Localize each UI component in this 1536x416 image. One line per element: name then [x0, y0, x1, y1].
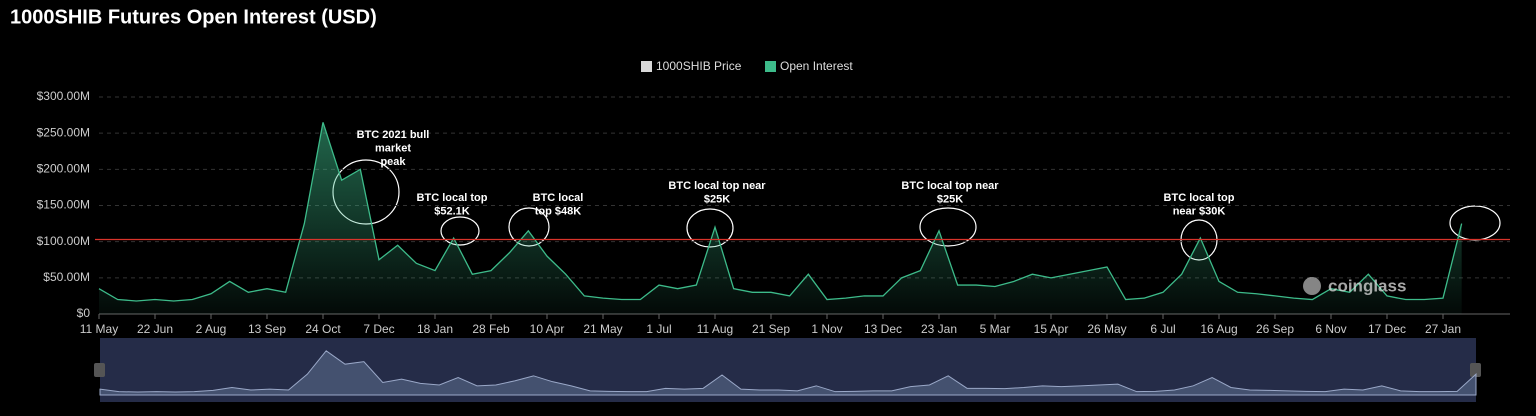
- area-line: [98, 122, 1463, 302]
- annotation-circle: [919, 207, 977, 247]
- y-tick-label: $100.00M: [37, 234, 90, 248]
- x-tick-label: 1 Jul: [646, 322, 671, 336]
- x-tick-label: 11 Aug: [697, 322, 733, 336]
- x-tick-label: 6 Jul: [1150, 322, 1175, 336]
- x-tick-label: 15 Apr: [1034, 322, 1069, 336]
- x-tick-label: 17 Dec: [1368, 322, 1406, 336]
- y-tick-label: $150.00M: [37, 198, 90, 212]
- navigator-handle[interactable]: [1470, 363, 1481, 377]
- annotation: $52.1K: [434, 205, 470, 217]
- annotation: BTC local: [533, 192, 584, 204]
- x-tick-label: 5 Mar: [980, 322, 1011, 336]
- annotation: near $30K: [1173, 205, 1226, 217]
- x-tick-label: 27 Jan: [1425, 322, 1461, 336]
- x-tick-label: 23 Jan: [921, 322, 957, 336]
- annotation: $25K: [704, 193, 730, 205]
- annotation: BTC 2021 bull: [357, 129, 430, 141]
- annotation: $25K: [937, 193, 963, 205]
- annotation: market: [375, 142, 411, 154]
- annotation: BTC local top: [417, 192, 488, 204]
- x-tick-label: 26 May: [1087, 322, 1126, 336]
- x-tick-label: 7 Dec: [363, 322, 394, 336]
- annotation: top $48K: [535, 205, 582, 217]
- annotation: peak: [380, 156, 406, 168]
- x-tick-label: 6 Nov: [1315, 322, 1346, 336]
- annotation-circles: [332, 159, 1501, 261]
- watermark: coinglass: [1328, 276, 1406, 295]
- y-tick-label: $50.00M: [43, 270, 90, 284]
- y-tick-label: $200.00M: [37, 162, 90, 176]
- legend-swatch: [641, 61, 652, 72]
- watermark-logo: [1303, 277, 1321, 295]
- annotation-circle: [440, 216, 480, 246]
- x-tick-label: 18 Jan: [417, 322, 453, 336]
- navigator-area: [99, 350, 1477, 396]
- annotation: BTC local top near: [901, 180, 999, 192]
- x-tick-label: 22 Jun: [137, 322, 173, 336]
- x-tick-label: 2 Aug: [196, 322, 227, 336]
- legend-label: 1000SHIB Price: [656, 59, 742, 73]
- legend-swatch: [765, 61, 776, 72]
- x-tick-label: 1 Nov: [811, 322, 842, 336]
- x-tick-label: 21 May: [583, 322, 622, 336]
- y-tick-label: $0: [77, 306, 91, 320]
- annotation-circle: [1449, 205, 1501, 241]
- legend-label: Open Interest: [780, 59, 853, 73]
- x-tick-label: 13 Dec: [864, 322, 902, 336]
- x-tick-label: 11 May: [80, 322, 118, 336]
- navigator-handle[interactable]: [94, 363, 105, 377]
- x-tick-label: 26 Sep: [1256, 322, 1294, 336]
- area-fill: [99, 122, 1462, 314]
- y-tick-label: $300.00M: [37, 89, 90, 103]
- x-tick-label: 16 Aug: [1200, 322, 1237, 336]
- x-tick-label: 13 Sep: [248, 322, 286, 336]
- x-tick-label: 10 Apr: [530, 322, 565, 336]
- annotation: BTC local top: [1164, 192, 1235, 204]
- annotation: BTC local top near: [668, 180, 766, 192]
- y-tick-label: $250.00M: [37, 125, 90, 139]
- x-tick-label: 24 Oct: [305, 322, 341, 336]
- chart-title: 1000SHIB Futures Open Interest (USD): [10, 6, 377, 28]
- x-tick-label: 28 Feb: [472, 322, 510, 336]
- x-tick-label: 21 Sep: [752, 322, 790, 336]
